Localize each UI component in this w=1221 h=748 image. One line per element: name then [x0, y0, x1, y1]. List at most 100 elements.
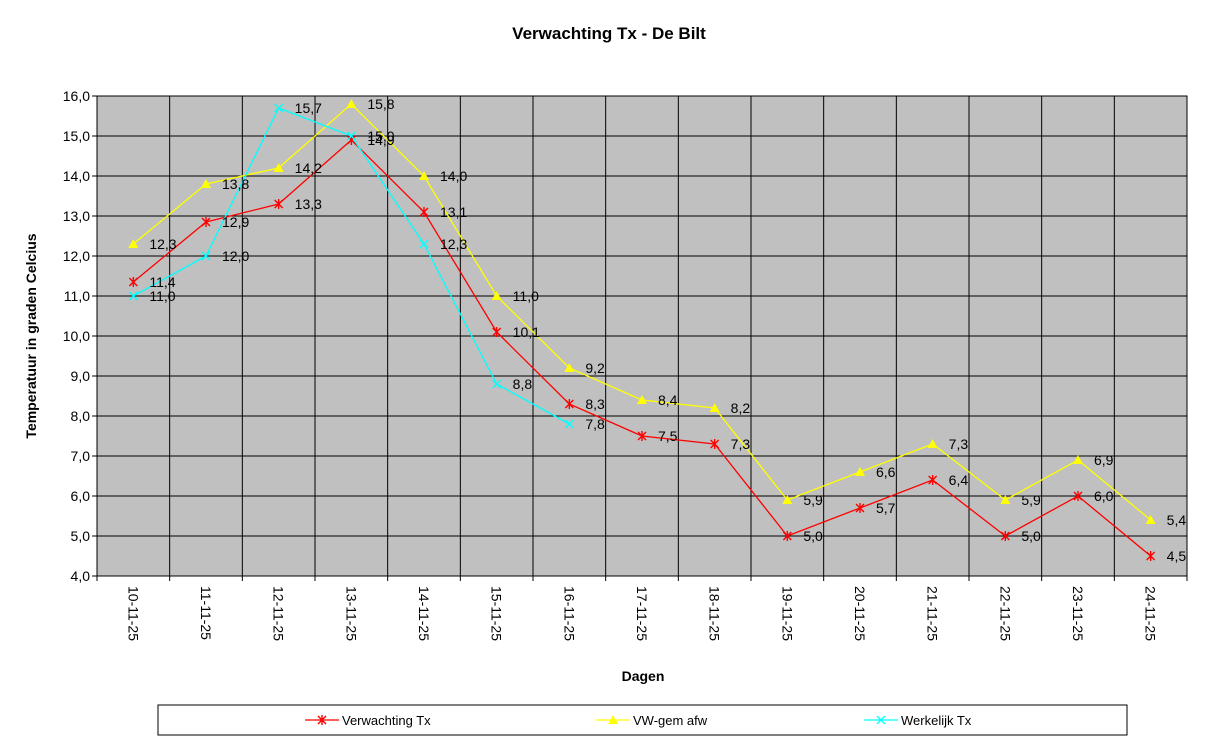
data-label: 7,5: [658, 428, 678, 444]
y-axis-title: Temperatuur in graden Celcius: [23, 233, 39, 438]
triangle-marker: [927, 439, 938, 448]
data-label: 14,9: [367, 132, 394, 148]
data-label: 5,4: [1167, 512, 1187, 528]
data-label: 13,8: [222, 176, 249, 192]
asterisk-marker: [928, 475, 938, 485]
data-label: 5,9: [1021, 492, 1041, 508]
x-tick-label: 20-11-25: [852, 586, 868, 641]
asterisk-marker: [1146, 551, 1156, 561]
y-tick-label: 15,0: [63, 128, 90, 144]
legend-items: Verwachting Tx VW-gem afw Werkelijk Tx: [305, 713, 972, 728]
triangle-marker: [346, 99, 357, 108]
asterisk-marker: [855, 503, 865, 513]
x-tick-label: 24-11-25: [1143, 586, 1159, 641]
y-tick-label: 16,0: [63, 88, 90, 104]
x-marker: [201, 251, 211, 261]
x-tick-label: 16-11-25: [561, 586, 577, 641]
data-label: 12,3: [440, 236, 467, 252]
data-label: 5,7: [876, 500, 896, 516]
x-tick-label: 14-11-25: [416, 586, 432, 641]
data-label: 5,0: [803, 528, 823, 544]
x-marker: [564, 419, 574, 429]
legend-item: Verwachting Tx: [305, 713, 431, 728]
y-tick-label: 13,0: [63, 208, 90, 224]
data-label: 6,0: [1094, 488, 1114, 504]
x-marker: [128, 291, 138, 301]
triangle-marker: [564, 363, 575, 372]
x-tick-label: 11-11-25: [198, 586, 214, 640]
data-label: 8,2: [731, 400, 751, 416]
triangle-marker: [491, 291, 502, 300]
y-tick-label: 6,0: [71, 488, 91, 504]
x-tick-label: 15-11-25: [489, 586, 505, 641]
x-tick-label: 21-11-25: [925, 586, 941, 641]
data-label: 15,8: [367, 96, 394, 112]
asterisk-marker: [782, 531, 792, 541]
data-label: 7,3: [731, 436, 751, 452]
x-tick-label: 23-11-25: [1070, 586, 1086, 641]
x-tick-label: 18-11-25: [707, 586, 723, 641]
data-label: 7,3: [949, 436, 969, 452]
asterisk-marker: [1073, 491, 1083, 501]
y-axis: 4,0 5,0 6,0 7,0 8,0 9,0 10,0 11,0 12,0 13,0 14,0 15…: [63, 88, 97, 584]
triangle-marker: [1073, 455, 1083, 464]
triangle-marker: [608, 715, 618, 724]
triangle-marker: [855, 467, 865, 476]
asterisk-marker: [419, 207, 429, 217]
data-label: 13,1: [440, 204, 467, 220]
asterisk-marker: [201, 217, 211, 227]
data-label: 6,6: [876, 464, 896, 480]
triangle-marker: [201, 179, 211, 188]
data-labels: 12,3 13,8 14,2 15,8 14,0 11,0 9,2 8,4 8,2 5,9 6,6 7…: [149, 96, 1186, 564]
legend-label: Werkelijk Tx: [901, 713, 972, 728]
asterisk-marker: [1000, 531, 1010, 541]
data-label: 8,8: [513, 376, 533, 392]
x-tick-label: 22-11-25: [997, 586, 1013, 641]
data-label: 5,9: [803, 492, 823, 508]
triangle-marker: [1000, 495, 1011, 504]
data-label: 14,0: [440, 168, 467, 184]
x-tick-label: 17-11-25: [634, 586, 650, 641]
x-tick-label: 10-11-25: [125, 586, 141, 641]
data-label: 15,7: [295, 100, 322, 116]
legend-label: VW-gem afw: [633, 713, 708, 728]
y-tick-label: 4,0: [71, 568, 91, 584]
y-tick-label: 5,0: [71, 528, 91, 544]
data-label: 14,2: [295, 160, 322, 176]
y-tick-label: 11,0: [64, 288, 90, 304]
grid: [97, 95, 1187, 577]
data-label: 6,4: [949, 472, 969, 488]
x-axis: 10-11-25 11-11-25 12-11-25 13-11-25 14-11-25…: [96, 576, 1188, 641]
data-label: 5,0: [1021, 528, 1041, 544]
x-tick-label: 13-11-25: [343, 586, 359, 641]
x-marker: [876, 715, 886, 725]
legend-label: Verwachting Tx: [342, 713, 431, 728]
y-tick-label: 7,0: [71, 448, 91, 464]
data-label: 6,9: [1094, 452, 1114, 468]
data-label: 4,5: [1167, 548, 1187, 564]
series-markers: [128, 99, 1156, 561]
data-label: 13,3: [295, 196, 322, 212]
chart-title: Verwachting Tx - De Bilt: [512, 24, 706, 43]
asterisk-marker: [128, 277, 138, 287]
data-label: 11,0: [149, 288, 175, 304]
y-tick-label: 10,0: [63, 328, 90, 344]
x-tick-label: 19-11-25: [779, 586, 795, 641]
triangle-marker: [637, 395, 647, 404]
asterisk-marker: [710, 439, 720, 449]
x-marker: [274, 103, 284, 113]
data-label: 12,9: [222, 214, 249, 230]
x-marker: [419, 239, 429, 249]
triangle-marker: [128, 239, 139, 248]
triangle-marker: [1145, 515, 1156, 524]
asterisk-marker: [637, 431, 647, 441]
asterisk-marker: [274, 199, 284, 209]
data-label: 8,3: [585, 396, 605, 412]
y-tick-label: 12,0: [63, 248, 90, 264]
data-label: 10,1: [513, 324, 540, 340]
asterisk-marker: [317, 715, 327, 725]
x-marker: [346, 131, 356, 141]
asterisk-marker: [564, 399, 574, 409]
triangle-marker: [709, 403, 720, 412]
